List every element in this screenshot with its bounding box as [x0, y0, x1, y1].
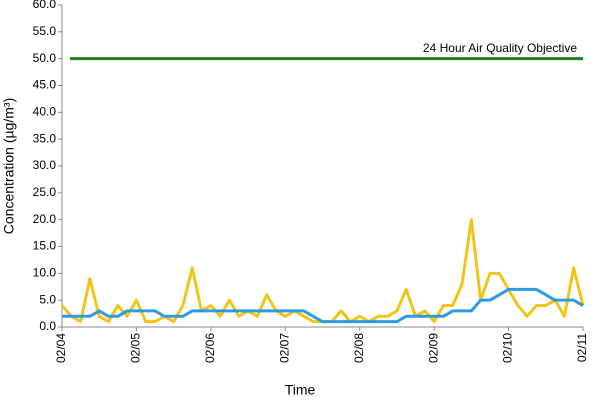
y-tick-label: 55.0 [33, 24, 57, 38]
y-tick-label: 60.0 [33, 0, 57, 11]
x-tick-label: 02/06 [203, 333, 217, 363]
x-axis-title: Time [285, 382, 316, 398]
x-tick-label: 02/07 [277, 333, 291, 363]
y-tick-label: 25.0 [33, 185, 57, 199]
x-tick-label: 02/04 [54, 333, 68, 363]
y-tick-label: 15.0 [33, 239, 57, 253]
y-tick-label: 30.0 [33, 158, 57, 172]
series-line [62, 287, 584, 324]
x-tick-label: 02/08 [352, 333, 366, 363]
y-tick-label: 35.0 [33, 131, 57, 145]
x-tick-label: 02/05 [129, 333, 143, 363]
x-tick-label: 02/10 [501, 333, 515, 363]
y-tick-label: 40.0 [33, 105, 57, 119]
y-tick-label: 20.0 [33, 212, 57, 226]
y-tick-label: 45.0 [33, 78, 57, 92]
series-line [60, 218, 585, 324]
y-axis-title: Concentration (µg/m³) [1, 98, 17, 234]
y-tick-label: 0.0 [39, 319, 56, 333]
x-tick-label: 02/09 [426, 333, 440, 363]
y-tick-label: 5.0 [39, 292, 56, 306]
x-tick-label: 02/11 [575, 333, 589, 362]
reference-label: 24 Hour Air Quality Objective [423, 41, 577, 55]
y-tick-label: 10.0 [33, 266, 57, 280]
y-tick-label: 50.0 [33, 51, 57, 65]
